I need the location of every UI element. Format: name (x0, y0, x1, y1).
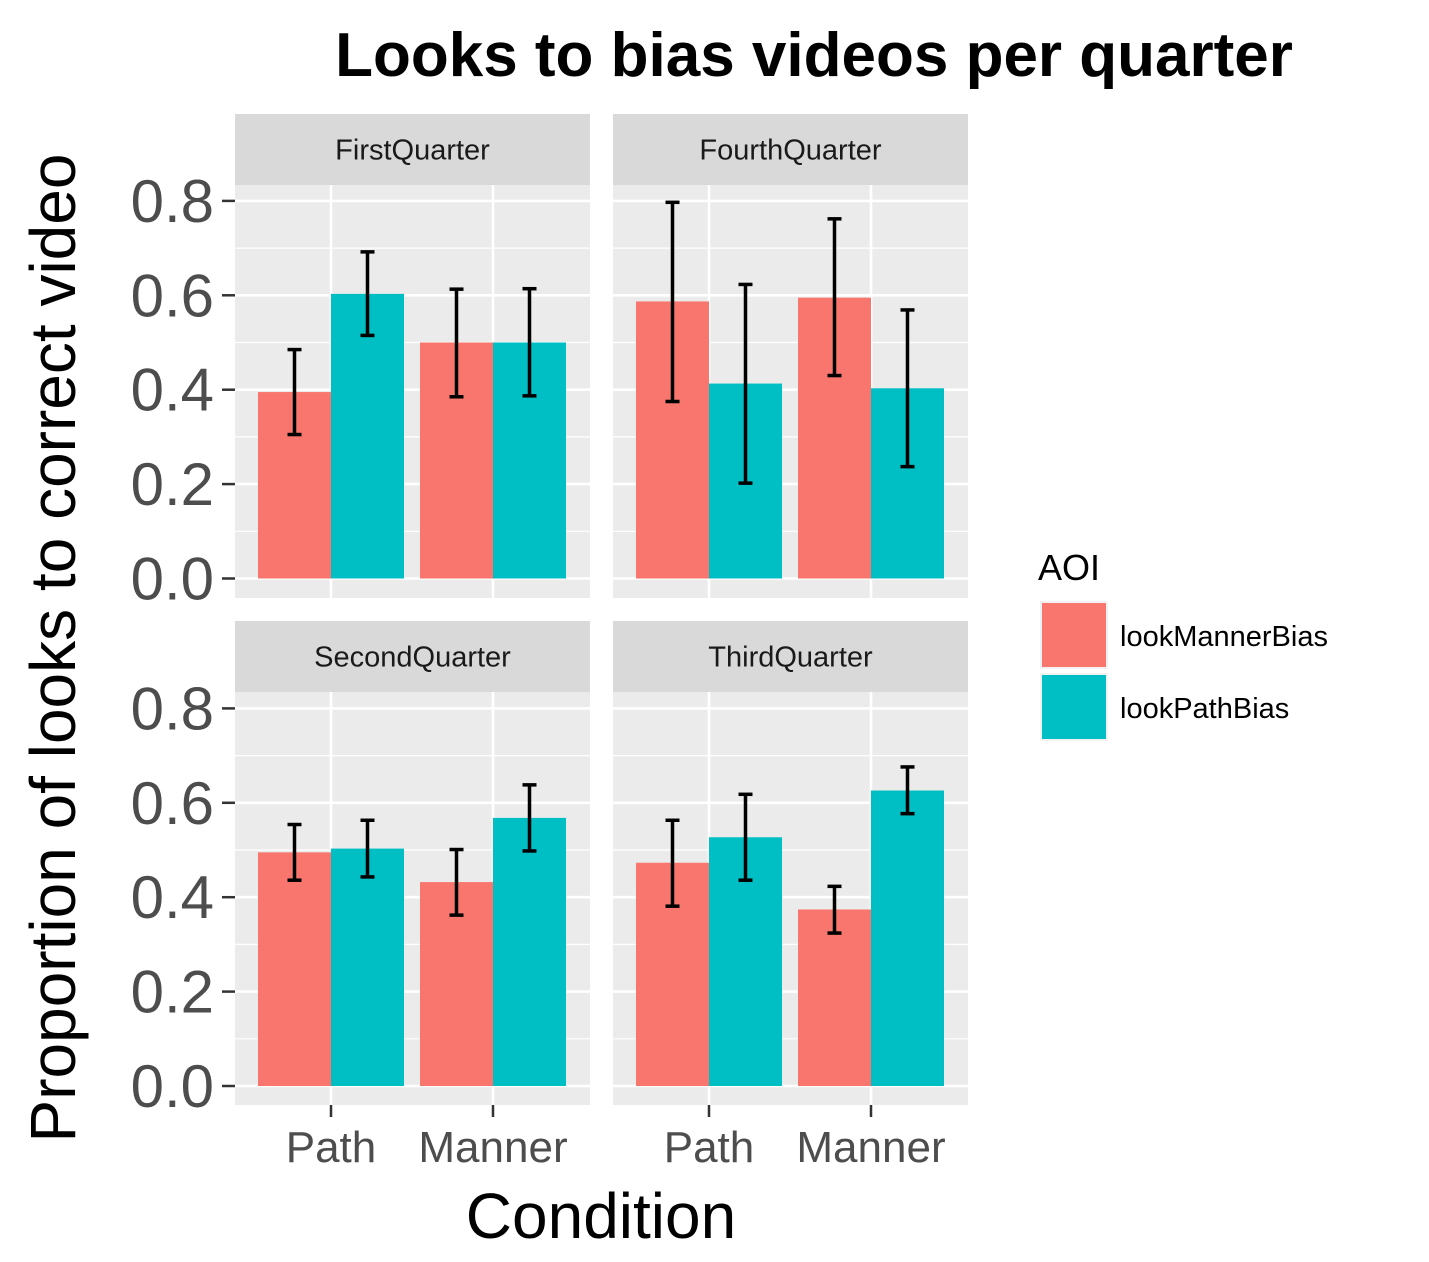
error-bar (287, 822, 302, 882)
axes: 0.0 0.2 0.4 0.6 0.8 0.0 0.2 0.4 0.6 0.8 Path Manner… (131, 168, 946, 1172)
bar-lookPathBias-Path (331, 293, 404, 579)
y-tick-label: 0.2 (131, 959, 214, 1026)
legend-label: lookMannerBias (1120, 621, 1328, 653)
error-bar (827, 217, 842, 378)
x-tick-label: Manner (796, 1123, 945, 1172)
chart-title: Looks to bias videos per quarter (335, 21, 1293, 90)
facet-strip (613, 114, 968, 185)
facet-SecondQuarter: SecondQuarter (235, 621, 590, 1105)
y-tick-label: 0.8 (131, 168, 214, 235)
error-bar (665, 200, 680, 404)
facet-strip (613, 621, 968, 692)
error-bar (827, 884, 842, 935)
error-bar (900, 308, 915, 469)
error-bar (522, 783, 537, 853)
bar-lookPathBias-Manner (871, 790, 944, 1086)
facet-strip-label: ThirdQuarter (708, 642, 873, 674)
error-bar (522, 286, 537, 398)
y-tick-label: 0.0 (131, 546, 214, 613)
error-bar (449, 287, 464, 399)
x-tick-label: Path (286, 1123, 377, 1172)
legend: AOI lookMannerBias lookPathBias (1038, 547, 1328, 741)
facet-panels: FirstQuarter FourthQuarter SecondQuarter Th… (235, 114, 968, 1105)
y-tick-label: 0.6 (131, 262, 214, 329)
y-tick-label: 0.8 (131, 675, 214, 742)
facet-FirstQuarter: FirstQuarter (235, 114, 590, 598)
legend-label: lookPathBias (1120, 693, 1289, 725)
facet-strip-label: FourthQuarter (699, 135, 881, 167)
y-axis-title: Proportion of looks to correct video (17, 154, 89, 1143)
y-tick-label: 0.4 (131, 357, 214, 424)
error-bar (665, 818, 680, 908)
x-tick-label: Manner (418, 1123, 567, 1172)
bar-lookMannerBias-Path (258, 852, 331, 1086)
error-bar (360, 250, 375, 338)
y-tick-label: 0.2 (131, 451, 214, 518)
y-tick-label: 0.6 (131, 770, 214, 837)
bar-lookPathBias-Manner (493, 817, 566, 1086)
bar-lookMannerBias-Manner (798, 909, 871, 1086)
error-bar (738, 282, 753, 485)
error-bar (287, 347, 302, 437)
legend-key-lookMannerBias (1042, 603, 1106, 667)
x-axis-title: Condition (466, 1180, 736, 1252)
legend-title: AOI (1038, 547, 1100, 588)
error-bar (738, 792, 753, 882)
y-tick-label: 0.4 (131, 864, 214, 931)
error-bar (449, 847, 464, 917)
x-tick-label: Path (664, 1123, 755, 1172)
y-tick-label: 0.0 (131, 1053, 214, 1120)
error-bar (900, 765, 915, 816)
error-bar (360, 818, 375, 879)
bar-lookPathBias-Path (331, 848, 404, 1086)
facet-FourthQuarter: FourthQuarter (613, 114, 968, 598)
facet-strip-label: SecondQuarter (314, 642, 511, 674)
facet-strip (235, 621, 590, 692)
legend-key-lookPathBias (1042, 675, 1106, 739)
facet-strip-label: FirstQuarter (335, 135, 490, 167)
facet-ThirdQuarter: ThirdQuarter (613, 621, 968, 1105)
facet-strip (235, 114, 590, 185)
